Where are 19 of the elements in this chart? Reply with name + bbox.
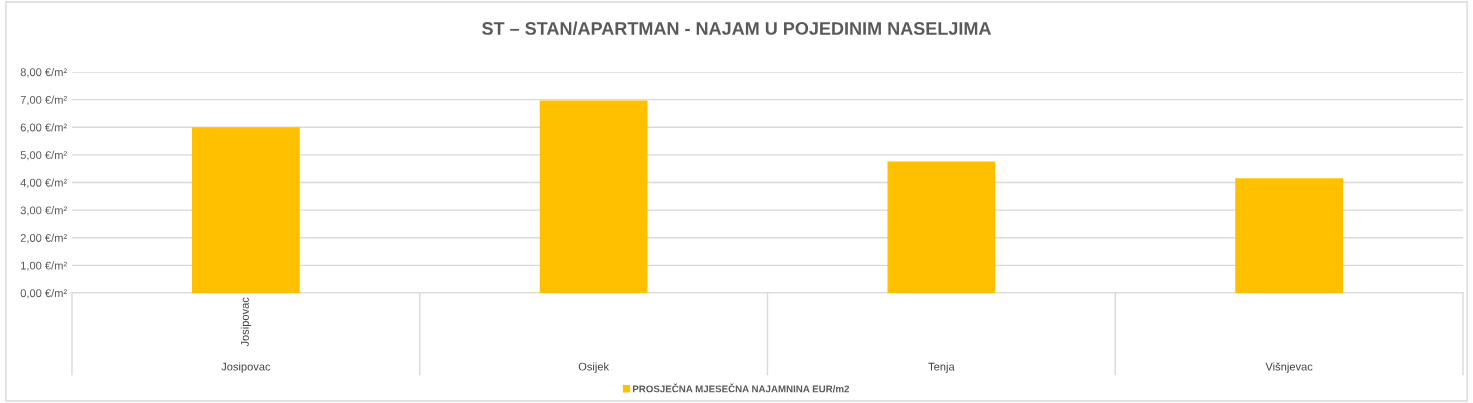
y-tick-label: 5,00 €/m² xyxy=(20,150,67,161)
y-tick-label: 0,00 €/m² xyxy=(20,288,67,299)
y-tick-label: 2,00 €/m² xyxy=(20,233,67,244)
bar xyxy=(191,127,300,293)
y-tick-label: 4,00 €/m² xyxy=(20,178,67,188)
legend-label: PROSJEČNA MJESEČNA NAJAMNINA EUR/m2 xyxy=(632,383,850,393)
x-tick-label: Višnjevac xyxy=(1265,362,1313,373)
x-tick-label: Josipovac xyxy=(221,362,271,373)
y-tick-label: 6,00 €/m² xyxy=(20,123,67,133)
bar xyxy=(1235,178,1344,293)
bar xyxy=(539,100,648,293)
bar xyxy=(887,161,996,293)
y-tick-label: 8,00 €/m² xyxy=(20,67,67,78)
x-tick-label: Osijek xyxy=(578,362,610,373)
y-tick-label: 1,00 €/m² xyxy=(21,261,67,271)
chart-title: ST – STAN/APARTMAN - NAJAM U POJEDINIM NASELJIMA xyxy=(482,21,991,36)
x-tick-label: Tenja xyxy=(928,362,955,373)
y-tick-label: 7,00 €/m² xyxy=(20,95,67,106)
y-tick-label: 3,00 €/m² xyxy=(20,206,67,216)
